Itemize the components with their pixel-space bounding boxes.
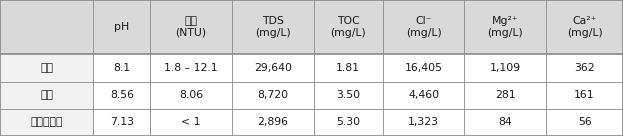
Bar bbox=[232, 82, 313, 109]
Text: 16,405: 16,405 bbox=[405, 63, 442, 73]
Text: 8.56: 8.56 bbox=[110, 90, 134, 100]
Bar bbox=[150, 109, 232, 136]
Text: 1,323: 1,323 bbox=[408, 117, 439, 127]
Text: 1.81: 1.81 bbox=[336, 63, 360, 73]
Text: 8.06: 8.06 bbox=[179, 90, 203, 100]
Bar bbox=[313, 109, 383, 136]
Text: 해수: 해수 bbox=[40, 63, 53, 73]
Bar bbox=[93, 82, 150, 109]
Bar bbox=[313, 82, 383, 109]
Bar bbox=[150, 54, 232, 82]
Text: 362: 362 bbox=[574, 63, 595, 73]
Text: < 1: < 1 bbox=[181, 117, 201, 127]
Bar bbox=[313, 0, 383, 54]
Bar bbox=[465, 0, 546, 54]
Bar bbox=[383, 54, 465, 82]
Bar bbox=[150, 82, 232, 109]
Bar bbox=[546, 109, 623, 136]
Text: 84: 84 bbox=[498, 117, 512, 127]
Text: TOC
(mg/L): TOC (mg/L) bbox=[330, 16, 366, 38]
Bar bbox=[93, 0, 150, 54]
Bar bbox=[465, 54, 546, 82]
Bar bbox=[0, 0, 93, 54]
Text: 161: 161 bbox=[574, 90, 595, 100]
Text: 기수: 기수 bbox=[40, 90, 53, 100]
Text: 7.13: 7.13 bbox=[110, 117, 134, 127]
Text: pH: pH bbox=[114, 22, 130, 32]
Bar bbox=[232, 54, 313, 82]
Bar bbox=[150, 0, 232, 54]
Bar bbox=[313, 54, 383, 82]
Text: Cl⁻
(mg/L): Cl⁻ (mg/L) bbox=[406, 16, 442, 38]
Text: 탁도
(NTU): 탁도 (NTU) bbox=[176, 16, 207, 38]
Text: 29,640: 29,640 bbox=[254, 63, 292, 73]
Text: TDS
(mg/L): TDS (mg/L) bbox=[255, 16, 290, 38]
Text: 56: 56 bbox=[578, 117, 591, 127]
Bar bbox=[93, 54, 150, 82]
Text: 281: 281 bbox=[495, 90, 516, 100]
Bar bbox=[0, 82, 93, 109]
Bar bbox=[232, 0, 313, 54]
Text: 하수처리수: 하수처리수 bbox=[31, 117, 63, 127]
Text: 1.8 – 12.1: 1.8 – 12.1 bbox=[164, 63, 218, 73]
Text: 1,109: 1,109 bbox=[490, 63, 521, 73]
Text: Ca²⁺
(mg/L): Ca²⁺ (mg/L) bbox=[567, 16, 602, 38]
Text: 8,720: 8,720 bbox=[257, 90, 288, 100]
Text: 5.30: 5.30 bbox=[336, 117, 360, 127]
Bar bbox=[232, 109, 313, 136]
Text: 4,460: 4,460 bbox=[408, 90, 439, 100]
Bar bbox=[383, 0, 465, 54]
Bar bbox=[383, 82, 465, 109]
Bar bbox=[93, 109, 150, 136]
Text: 8.1: 8.1 bbox=[113, 63, 130, 73]
Bar bbox=[0, 54, 93, 82]
Bar bbox=[546, 54, 623, 82]
Bar bbox=[465, 82, 546, 109]
Bar bbox=[465, 109, 546, 136]
Bar bbox=[546, 82, 623, 109]
Text: Mg²⁺
(mg/L): Mg²⁺ (mg/L) bbox=[487, 16, 523, 38]
Bar bbox=[383, 109, 465, 136]
Bar bbox=[546, 0, 623, 54]
Bar bbox=[0, 109, 93, 136]
Text: 2,896: 2,896 bbox=[257, 117, 288, 127]
Text: 3.50: 3.50 bbox=[336, 90, 360, 100]
